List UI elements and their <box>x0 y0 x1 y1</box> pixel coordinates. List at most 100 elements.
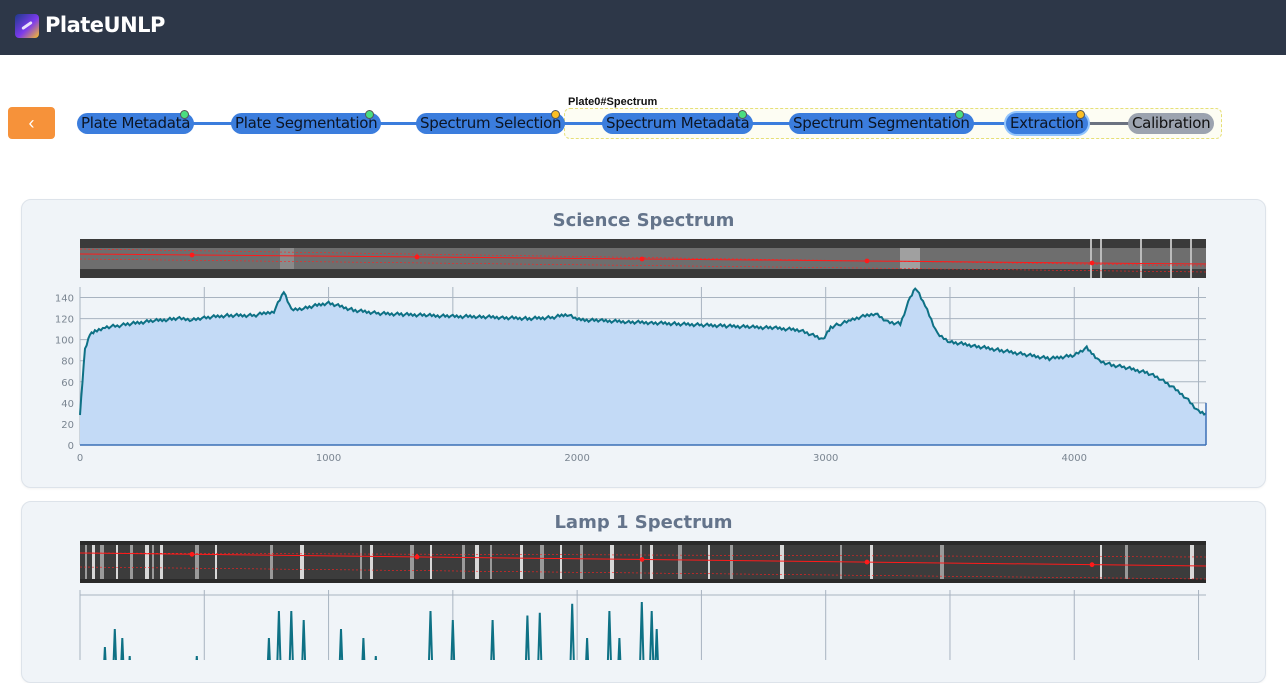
trace-point <box>414 554 420 560</box>
step-group-label: Plate0#Spectrum <box>568 96 658 108</box>
y-tick-label: 20 <box>61 420 74 431</box>
emission-line <box>475 545 479 579</box>
y-tick-label: 120 <box>55 315 74 326</box>
lamp-spectrum-image <box>80 541 1206 583</box>
step-connector <box>369 122 419 125</box>
trace-point <box>189 551 195 557</box>
trace-point <box>639 256 645 262</box>
emission-line <box>650 545 653 579</box>
step-status-dot <box>1076 110 1085 119</box>
trace-point <box>189 252 195 258</box>
step-spectrum-metadata[interactable]: Spectrum Metadata <box>602 113 754 134</box>
bright-feature <box>900 248 920 269</box>
emission-line <box>1190 545 1194 579</box>
spectrum-band <box>80 545 1206 579</box>
science-spectrum-image <box>80 239 1206 278</box>
trace-point <box>1089 562 1095 568</box>
trace-point <box>1089 260 1095 266</box>
spectrum-line <box>79 287 1207 416</box>
step-status-dot <box>180 110 189 119</box>
emission-line <box>780 545 784 579</box>
x-tick-label: 0 <box>77 453 83 464</box>
emission-line <box>540 545 544 579</box>
step-status-dot <box>365 110 374 119</box>
trace-point <box>864 258 870 264</box>
emission-line <box>430 545 432 579</box>
workflow-stepper: Plate0#Spectrum Plate Metadata Plate Seg… <box>0 95 1286 145</box>
step-connector <box>555 122 605 125</box>
lamp-spectrum-card: Lamp 1 Spectrum 150 <box>21 501 1266 683</box>
emission-line <box>640 545 642 579</box>
emission-line <box>195 545 199 579</box>
lamp-spectrum-title: Lamp 1 Spectrum <box>554 512 733 533</box>
emission-line <box>1100 239 1102 278</box>
x-tick-label: 3000 <box>813 453 838 464</box>
emission-line <box>1170 239 1172 278</box>
emission-line <box>940 545 944 579</box>
top-navbar: PlateUNLP <box>0 0 1286 55</box>
y-tick-label: 40 <box>61 399 74 410</box>
step-status-dot <box>738 110 747 119</box>
step-connector <box>741 122 791 125</box>
y-tick-label: 80 <box>61 357 74 368</box>
trace-point <box>864 559 870 565</box>
lamp-strip-svg <box>80 541 1206 583</box>
step-status-dot <box>551 110 560 119</box>
step-spectrum-segmentation[interactable]: Spectrum Segmentation <box>789 113 974 134</box>
x-tick-label: 4000 <box>1062 453 1087 464</box>
emission-line <box>1140 239 1142 278</box>
emission-line <box>116 545 118 579</box>
science-spectrum-card: Science Spectrum 0 20 40 60 80 100 120 140 0 1000… <box>21 199 1266 488</box>
science-spectrum-title: Science Spectrum <box>552 210 735 231</box>
step-connector <box>183 122 235 125</box>
emission-line <box>1125 545 1128 579</box>
step-calibration: Calibration <box>1128 113 1215 134</box>
step-status-dot <box>955 110 964 119</box>
step-connector <box>1081 122 1130 125</box>
emission-line <box>1190 239 1192 278</box>
emission-line <box>1100 545 1102 579</box>
emission-line <box>360 545 362 579</box>
emission-line <box>1090 239 1092 278</box>
step-spectrum-selection[interactable]: Spectrum Selection <box>416 113 566 134</box>
step-extraction[interactable]: Extraction <box>1006 113 1088 134</box>
step-plate-segmentation[interactable]: Plate Segmentation <box>231 113 382 134</box>
step-plate-metadata[interactable]: Plate Metadata <box>77 113 195 134</box>
science-spectrum-chart[interactable]: 0 20 40 60 80 100 120 140 0 1000 2000 3000 4000 <box>22 282 1265 472</box>
emission-line <box>410 545 414 579</box>
y-tick-label: 140 <box>55 294 74 305</box>
y-tick-label: 100 <box>55 336 74 347</box>
chevron-left-icon: ‹ <box>28 113 35 133</box>
emission-line <box>85 545 87 579</box>
trace-point <box>639 557 645 562</box>
x-tick-label: 1000 <box>316 453 341 464</box>
bright-feature <box>280 248 294 269</box>
back-button[interactable]: ‹ <box>8 107 55 139</box>
emission-line <box>520 545 523 579</box>
step-connector <box>958 122 1008 125</box>
emission-line <box>92 545 95 579</box>
emission-line <box>130 545 133 579</box>
lamp-spectrum-line <box>103 601 659 660</box>
emission-line <box>370 545 373 579</box>
emission-line <box>100 545 104 579</box>
app-title[interactable]: PlateUNLP <box>45 13 165 37</box>
y-tick-label: 0 <box>68 441 74 452</box>
emission-line <box>730 545 733 579</box>
emission-line <box>270 545 273 579</box>
emission-line <box>580 545 583 579</box>
emission-line <box>160 545 163 579</box>
emission-line <box>490 545 492 579</box>
x-tick-label: 2000 <box>564 453 589 464</box>
lamp-spectrum-chart[interactable]: 150 <box>22 590 1265 660</box>
emission-line <box>560 545 562 579</box>
trace-point <box>414 254 420 260</box>
emission-line <box>610 545 614 579</box>
science-strip-svg <box>80 239 1206 278</box>
emission-line <box>152 545 154 579</box>
emission-line <box>708 545 710 579</box>
y-tick-label: 60 <box>61 378 74 389</box>
emission-line <box>215 545 217 579</box>
spectrum-area-fill <box>80 288 1206 445</box>
emission-line <box>678 545 682 579</box>
